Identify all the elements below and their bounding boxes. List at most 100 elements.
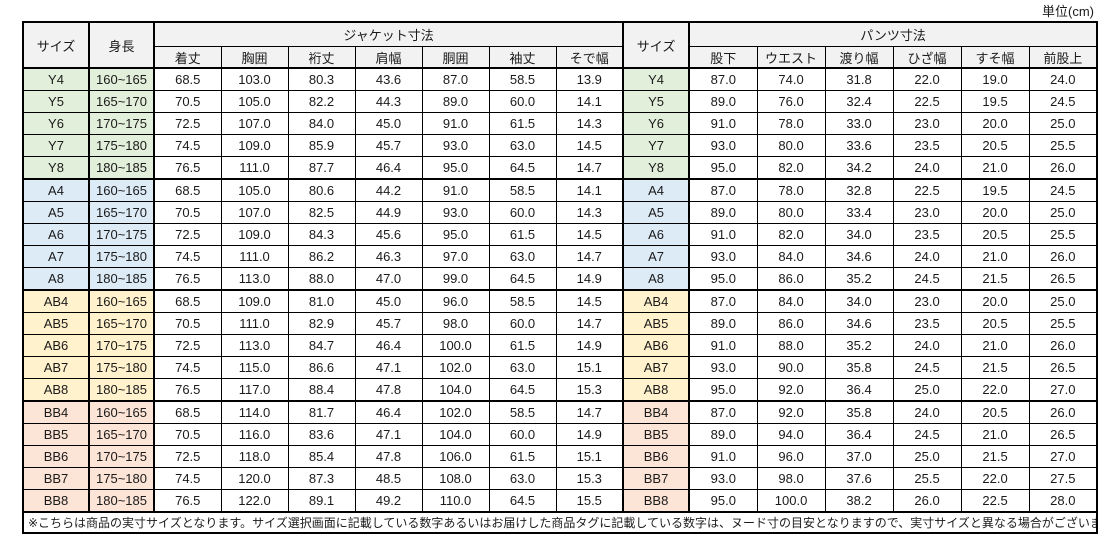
jacket-measurement-cell: 58.5: [488, 178, 557, 202]
size-chart-table: サイズ 身長 ジャケット寸法 サイズ パンツ寸法 着丈 胸囲 裄丈 肩幅 胴囲 …: [22, 21, 1099, 534]
pants-measurement-cell: 27.5: [1028, 467, 1098, 490]
pants-column-header: 前股上: [1028, 46, 1098, 69]
size-cell-pants: A6: [622, 223, 691, 246]
jacket-measurement-cell: 60.0: [488, 423, 557, 446]
jacket-measurement-cell: 58.5: [488, 67, 557, 91]
size-cell: A6: [22, 223, 90, 246]
pants-measurement-cell: 89.0: [688, 423, 758, 446]
jacket-measurement-cell: 14.5: [555, 134, 624, 157]
size-cell-pants: BB4: [622, 400, 691, 424]
jacket-measurement-cell: 14.9: [555, 334, 624, 357]
height-cell: 175~180: [88, 467, 155, 490]
jacket-measurement-cell: 105.0: [220, 178, 289, 202]
size-column-header-pants: サイズ: [622, 21, 691, 69]
jacket-measurement-cell: 14.9: [555, 267, 624, 291]
pants-measurement-cell: 23.5: [892, 223, 962, 246]
pants-measurement-cell: 35.2: [824, 267, 894, 291]
pants-measurement-cell: 23.0: [892, 201, 962, 224]
pants-measurement-cell: 24.5: [892, 356, 962, 379]
jacket-measurement-cell: 96.0: [421, 289, 490, 313]
pants-measurement-cell: 95.0: [688, 378, 758, 402]
jacket-measurement-cell: 72.5: [153, 112, 222, 135]
height-cell: 165~170: [88, 423, 155, 446]
size-cell-pants: AB5: [622, 312, 691, 335]
pants-measurement-cell: 91.0: [688, 223, 758, 246]
jacket-measurement-cell: 14.5: [555, 223, 624, 246]
jacket-measurement-cell: 109.0: [220, 223, 289, 246]
pants-measurement-cell: 22.0: [892, 67, 962, 91]
jacket-measurement-cell: 111.0: [220, 312, 289, 335]
pants-measurement-cell: 24.5: [892, 423, 962, 446]
jacket-column-header: 胸囲: [220, 46, 289, 69]
pants-measurement-cell: 27.0: [1028, 445, 1098, 468]
pants-measurement-cell: 95.0: [688, 489, 758, 513]
pants-measurement-cell: 91.0: [688, 112, 758, 135]
pants-measurement-cell: 20.5: [960, 400, 1030, 424]
jacket-measurement-cell: 68.5: [153, 400, 222, 424]
jacket-measurement-cell: 98.0: [421, 312, 490, 335]
jacket-measurement-cell: 45.7: [354, 312, 423, 335]
pants-measurement-cell: 33.6: [824, 134, 894, 157]
pants-measurement-cell: 21.0: [960, 423, 1030, 446]
pants-measurement-cell: 96.0: [756, 445, 826, 468]
jacket-measurement-cell: 103.0: [220, 67, 289, 91]
size-cell: AB8: [22, 378, 90, 402]
jacket-measurement-cell: 85.9: [287, 134, 356, 157]
pants-measurement-cell: 36.4: [824, 378, 894, 402]
jacket-measurement-cell: 14.7: [555, 245, 624, 268]
pants-measurement-cell: 26.5: [1028, 423, 1098, 446]
size-chart-page: 単位(cm) サイズ 身長 ジャケット寸法 サイズ パンツ寸法 着丈 胸囲 裄丈…: [22, 0, 1099, 534]
pants-column-header: ひざ幅: [892, 46, 962, 69]
pants-measurement-cell: 95.0: [688, 267, 758, 291]
jacket-measurement-cell: 47.1: [354, 356, 423, 379]
size-cell: AB4: [22, 289, 90, 313]
jacket-measurement-cell: 15.1: [555, 445, 624, 468]
pants-measurement-cell: 98.0: [756, 467, 826, 490]
pants-measurement-cell: 24.0: [892, 334, 962, 357]
jacket-measurement-cell: 14.1: [555, 90, 624, 113]
pants-measurement-cell: 24.5: [1028, 178, 1098, 202]
pants-measurement-cell: 93.0: [688, 134, 758, 157]
jacket-measurement-cell: 61.5: [488, 334, 557, 357]
pants-measurement-cell: 20.5: [960, 223, 1030, 246]
pants-measurement-cell: 22.5: [892, 90, 962, 113]
pants-measurement-cell: 23.5: [892, 312, 962, 335]
jacket-measurement-cell: 72.5: [153, 223, 222, 246]
pants-measurement-cell: 34.6: [824, 245, 894, 268]
jacket-measurement-cell: 114.0: [220, 400, 289, 424]
jacket-measurement-cell: 15.3: [555, 378, 624, 402]
height-cell: 170~175: [88, 445, 155, 468]
pants-measurement-cell: 34.0: [824, 223, 894, 246]
jacket-measurement-cell: 64.5: [488, 267, 557, 291]
jacket-measurement-cell: 68.5: [153, 289, 222, 313]
jacket-measurement-cell: 43.6: [354, 67, 423, 91]
jacket-measurement-cell: 102.0: [421, 356, 490, 379]
jacket-measurement-cell: 82.5: [287, 201, 356, 224]
height-cell: 160~165: [88, 289, 155, 313]
pants-measurement-cell: 25.5: [1028, 312, 1098, 335]
pants-measurement-cell: 31.8: [824, 67, 894, 91]
jacket-column-header: そで幅: [555, 46, 624, 69]
pants-column-header: 股下: [688, 46, 758, 69]
pants-measurement-cell: 84.0: [756, 289, 826, 313]
pants-measurement-cell: 78.0: [756, 112, 826, 135]
height-cell: 170~175: [88, 223, 155, 246]
size-cell-pants: AB4: [622, 289, 691, 313]
size-cell: A7: [22, 245, 90, 268]
jacket-section-header: ジャケット寸法: [152, 21, 624, 47]
jacket-measurement-cell: 47.0: [354, 267, 423, 291]
pants-measurement-cell: 38.2: [824, 489, 894, 513]
pants-measurement-cell: 19.5: [960, 178, 1030, 202]
pants-measurement-cell: 27.0: [1028, 378, 1098, 402]
jacket-measurement-cell: 64.5: [488, 378, 557, 402]
size-cell: Y4: [22, 67, 90, 91]
pants-measurement-cell: 19.0: [960, 67, 1030, 91]
jacket-measurement-cell: 82.9: [287, 312, 356, 335]
pants-measurement-cell: 88.0: [756, 334, 826, 357]
pants-measurement-cell: 36.4: [824, 423, 894, 446]
jacket-measurement-cell: 113.0: [220, 267, 289, 291]
size-cell-pants: AB7: [622, 356, 691, 379]
jacket-measurement-cell: 93.0: [421, 134, 490, 157]
pants-measurement-cell: 26.0: [1028, 245, 1098, 268]
size-cell: BB6: [22, 445, 90, 468]
